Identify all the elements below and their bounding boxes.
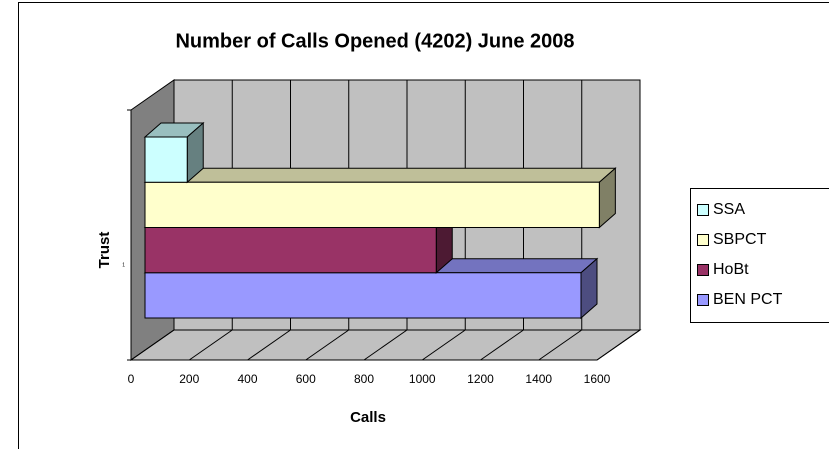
x-tick-label: 200 xyxy=(179,372,199,386)
legend-label: SBPCT xyxy=(713,231,767,248)
floor-grid-line xyxy=(363,329,408,361)
legend-swatch xyxy=(697,234,709,246)
bar-front xyxy=(144,272,582,319)
x-tick-label: 600 xyxy=(296,372,316,386)
legend-label: HoBt xyxy=(713,261,749,278)
legend-label: BEN PCT xyxy=(713,291,783,308)
floor-grid-line xyxy=(247,329,291,361)
legend-swatch xyxy=(697,294,709,306)
x-tick-label: 1600 xyxy=(584,372,611,386)
bar xyxy=(143,167,617,229)
floor-grid-line xyxy=(188,329,233,361)
legend-label: SSA xyxy=(713,201,745,218)
x-tick-label: 800 xyxy=(354,372,374,386)
x-tick-label: 0 xyxy=(128,372,135,386)
x-tick-label: 1400 xyxy=(525,372,552,386)
x-tick-label: 1200 xyxy=(467,372,494,386)
y-axis-label: Trust xyxy=(96,232,113,269)
legend xyxy=(690,188,829,323)
x-axis-label: Calls xyxy=(350,409,386,426)
bar-front xyxy=(144,227,437,274)
legend-swatch xyxy=(697,204,709,216)
floor-grid-line xyxy=(130,329,175,361)
floor-grid-line xyxy=(596,329,641,361)
y-tick-label: 1 xyxy=(122,262,125,268)
floor-grid-line xyxy=(305,329,350,361)
chart-title: Number of Calls Opened (4202) June 2008 xyxy=(175,30,574,52)
floor-grid-line xyxy=(480,329,524,361)
floor-grid-line xyxy=(421,329,466,361)
legend-swatch xyxy=(697,264,709,276)
bar xyxy=(143,121,205,184)
x-tick-label: 400 xyxy=(237,372,257,386)
bar-front xyxy=(144,136,188,183)
bar-top xyxy=(143,167,617,183)
x-tick-label: 1000 xyxy=(409,372,436,386)
floor-grid-line xyxy=(538,329,583,361)
bar-front xyxy=(144,181,600,228)
